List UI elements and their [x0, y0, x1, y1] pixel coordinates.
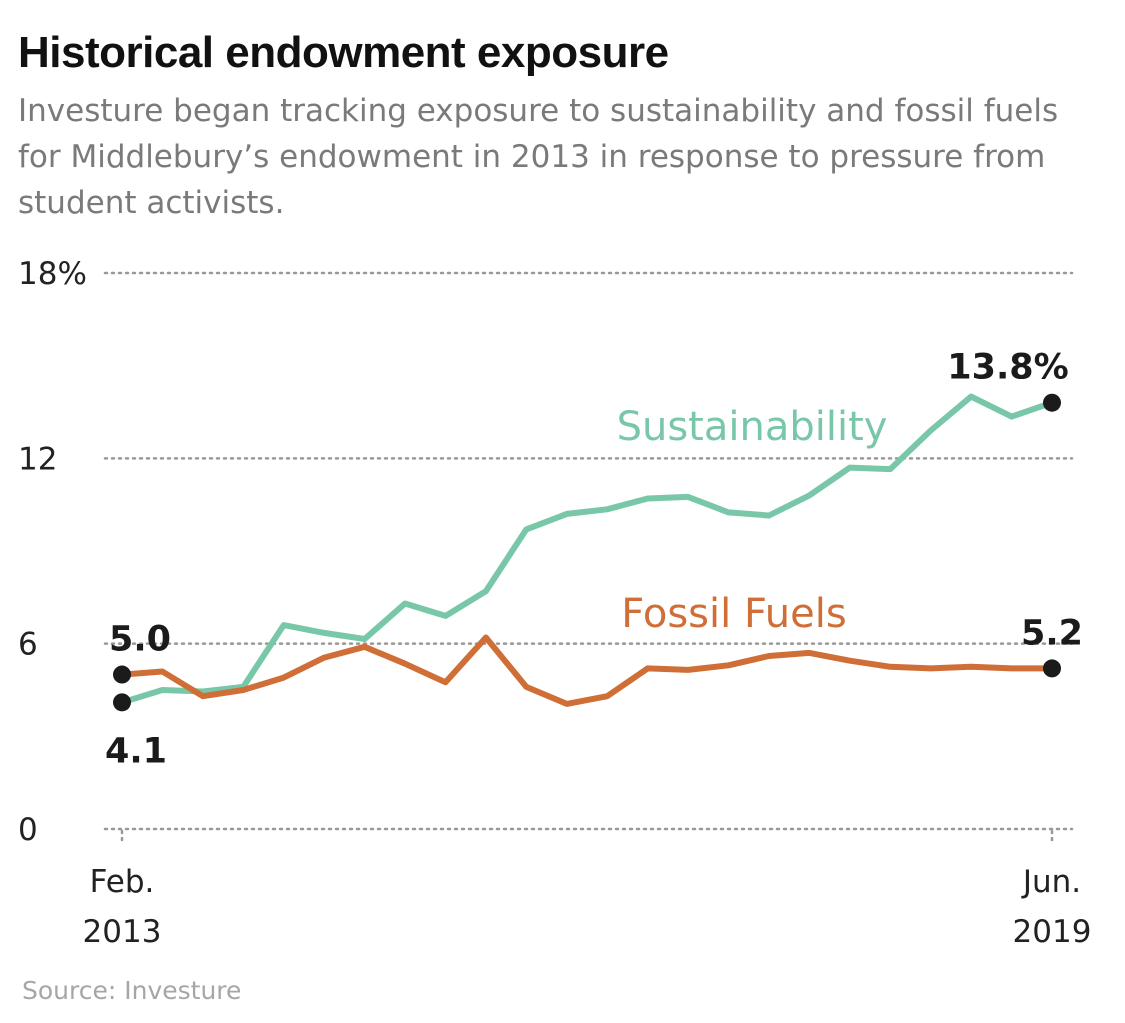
end-points: 4.1 5.0 13.8% 5.2 — [105, 348, 1083, 772]
series-lines — [119, 393, 1055, 707]
data-label-0: 4.1 — [105, 731, 167, 771]
data-label-1: 5.0 — [109, 620, 171, 660]
y-tick-label-1: 12 — [18, 441, 57, 477]
chart-subtitle: Investure began tracking exposure to sus… — [18, 93, 1059, 221]
data-label-3: 5.2 — [1021, 613, 1083, 653]
end-point-marker-1 — [113, 665, 131, 684]
series-line-sustainability — [119, 393, 1055, 706]
gridlines — [103, 271, 1074, 831]
x-axis: Feb. 2013 Jun. 2019 — [83, 829, 1092, 950]
series-line-fossil-fuels — [119, 634, 1055, 707]
x-tick-label-0-0: Feb. — [90, 864, 155, 900]
series-label-sustainability: Sustainability — [617, 404, 888, 450]
source-note: Source: Investure — [22, 976, 242, 1005]
end-point-marker-2 — [1043, 393, 1061, 412]
y-tick-label-3: 0 — [18, 812, 38, 848]
chart-title: Historical endowment exposure — [18, 28, 669, 77]
end-point-marker-3 — [1043, 659, 1061, 678]
x-tick-label-1-1: 2019 — [1013, 914, 1092, 950]
x-tick-label-0-1: 2013 — [83, 914, 162, 950]
series-labels: Sustainability Fossil Fuels — [617, 404, 888, 637]
x-tick-label-1-0: Jun. — [1021, 864, 1081, 900]
end-point-marker-0 — [113, 693, 131, 712]
y-tick-label-2: 6 — [18, 627, 38, 663]
data-label-2: 13.8% — [947, 348, 1068, 388]
y-axis: 18% 12 6 0 — [18, 256, 87, 848]
series-label-fossil-fuels: Fossil Fuels — [621, 591, 846, 637]
y-tick-label-0: 18% — [18, 256, 87, 292]
